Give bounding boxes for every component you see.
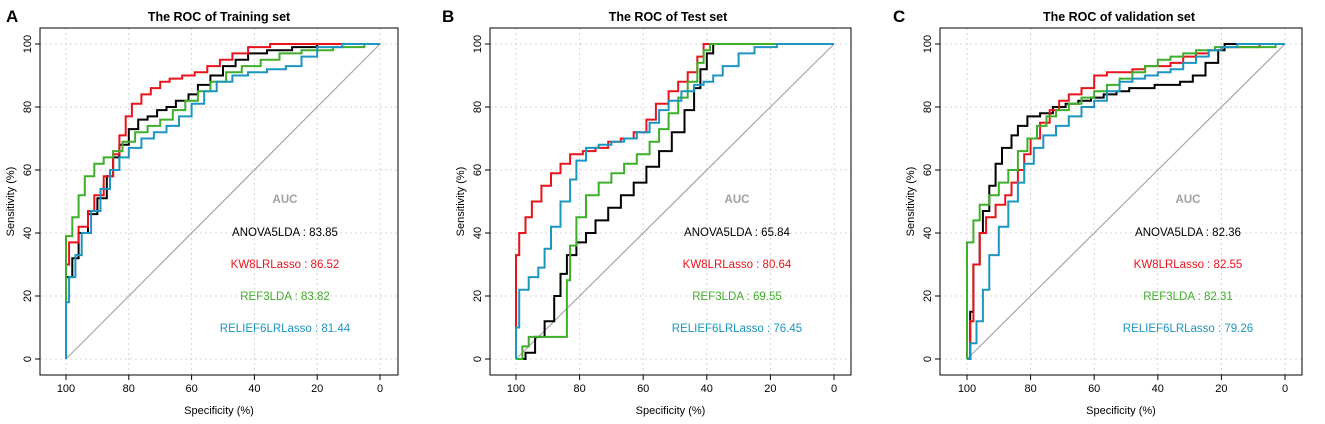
roc-curve-relief6lrlasso: [65, 43, 380, 359]
legend-entry-kw8lrlasso: KW8LRLasso : 86.52: [231, 259, 340, 271]
legend-entry-anova5lda: ANOVA5LDA : 83.85: [232, 227, 338, 239]
x-axis-label: Specificity (%): [636, 405, 706, 417]
roc-panel-a: A The ROC of Training set 100 80 60 40 20 0 0 20 4…: [5, 7, 399, 417]
x-tick-label: 40: [248, 383, 260, 395]
x-tick-label: 20: [1215, 383, 1227, 395]
y-tick-label: 40: [922, 227, 934, 239]
legend-entry-kw8lrlasso: KW8LRLasso : 80.64: [683, 259, 792, 271]
x-tick-label: 60: [185, 383, 197, 395]
y-axis-label: Sensitivity (%): [5, 167, 17, 237]
legend-title: AUC: [1176, 194, 1201, 206]
panel-letter: A: [6, 7, 18, 26]
x-tick-label: 80: [1024, 383, 1036, 395]
y-axis-label: Sensitivity (%): [455, 167, 467, 237]
x-tick-label: 100: [57, 383, 75, 395]
y-tick-label: 40: [472, 227, 484, 239]
roc-curve-anova5lda: [65, 43, 380, 359]
plot-frame: [489, 27, 852, 376]
x-tick-label: 40: [701, 383, 713, 395]
x-tick-label: 0: [377, 383, 383, 395]
y-tick-label: 0: [922, 356, 934, 362]
y-tick-label: 100: [472, 35, 484, 53]
legend-entry-anova5lda: ANOVA5LDA : 65.84: [684, 227, 791, 239]
x-axis-label: Specificity (%): [184, 405, 254, 417]
x-tick-label: 80: [123, 383, 135, 395]
x-axis-label: Specificity (%): [1086, 405, 1156, 417]
legend-entry-relief6lrlasso: RELIEF6LRLasso : 81.44: [220, 323, 351, 335]
y-tick-label: 0: [472, 356, 484, 362]
y-tick-label: 20: [472, 290, 484, 302]
roc-curve-anova5lda: [516, 43, 834, 360]
roc-curve-kw8lrlasso: [515, 43, 834, 359]
roc-curve-ref3lda: [516, 43, 834, 360]
roc-curve-relief6lrlasso: [967, 43, 1285, 360]
reference-diagonal: [515, 43, 835, 360]
reference-diagonal: [966, 43, 1286, 360]
y-tick-label: 80: [22, 101, 34, 113]
y-tick-label: 80: [922, 101, 934, 113]
panel-title: The ROC of Test set: [609, 10, 728, 24]
panel-title: The ROC of validation set: [1043, 10, 1196, 24]
legend-entry-relief6lrlasso: RELIEF6LRLasso : 79.26: [1123, 323, 1253, 335]
plot-frame: [939, 27, 1303, 376]
legend-entry-ref3lda: REF3LDA : 83.82: [240, 291, 330, 303]
x-tick-label: 0: [1282, 383, 1288, 395]
legend-entry-anova5lda: ANOVA5LDA : 82.36: [1135, 227, 1241, 239]
y-tick-label: 40: [22, 227, 34, 239]
panel-title: The ROC of Training set: [148, 10, 291, 24]
x-tick-label: 20: [764, 383, 776, 395]
plot-frame: [39, 27, 399, 376]
legend-entry-ref3lda: REF3LDA : 82.31: [1143, 291, 1233, 303]
y-tick-label: 60: [472, 164, 484, 176]
roc-curve-ref3lda: [65, 43, 380, 359]
y-tick-label: 100: [22, 35, 34, 53]
legend-entry-ref3lda: REF3LDA : 69.55: [692, 291, 782, 303]
y-tick-label: 60: [922, 164, 934, 176]
x-tick-label: 0: [831, 383, 837, 395]
panel-letter: C: [893, 7, 905, 26]
x-tick-label: 100: [507, 383, 525, 395]
legend-title: AUC: [725, 194, 750, 206]
y-tick-label: 80: [472, 101, 484, 113]
reference-diagonal: [65, 43, 381, 360]
roc-curve-anova5lda: [967, 43, 1285, 360]
y-tick-label: 20: [22, 290, 34, 302]
roc-curve-kw8lrlasso: [967, 43, 1285, 360]
x-tick-label: 20: [311, 383, 323, 395]
y-axis-label: Sensitivity (%): [905, 167, 917, 237]
legend-entry-kw8lrlasso: KW8LRLasso : 82.55: [1134, 259, 1243, 271]
y-tick-label: 100: [922, 35, 934, 53]
roc-curve-relief6lrlasso: [515, 43, 834, 359]
roc-panel-b: B The ROC of Test set 100 80 60 40 20 0 0 20 40 60 8…: [442, 7, 852, 417]
roc-curve-kw8lrlasso: [65, 43, 380, 359]
y-tick-label: 60: [22, 164, 34, 176]
roc-panel-c: C The ROC of validation set 100 80 60 40 20 0 0 2…: [893, 7, 1303, 417]
y-tick-label: 20: [922, 290, 934, 302]
legend-title: AUC: [273, 194, 298, 206]
y-tick-label: 0: [22, 356, 34, 362]
legend-entry-relief6lrlasso: RELIEF6LRLasso : 76.45: [672, 323, 802, 335]
x-tick-label: 40: [1152, 383, 1164, 395]
x-tick-label: 60: [1088, 383, 1100, 395]
x-tick-label: 60: [637, 383, 649, 395]
x-tick-label: 80: [573, 383, 585, 395]
roc-curve-ref3lda: [966, 43, 1285, 359]
x-tick-label: 100: [958, 383, 976, 395]
panel-letter: B: [442, 7, 454, 26]
